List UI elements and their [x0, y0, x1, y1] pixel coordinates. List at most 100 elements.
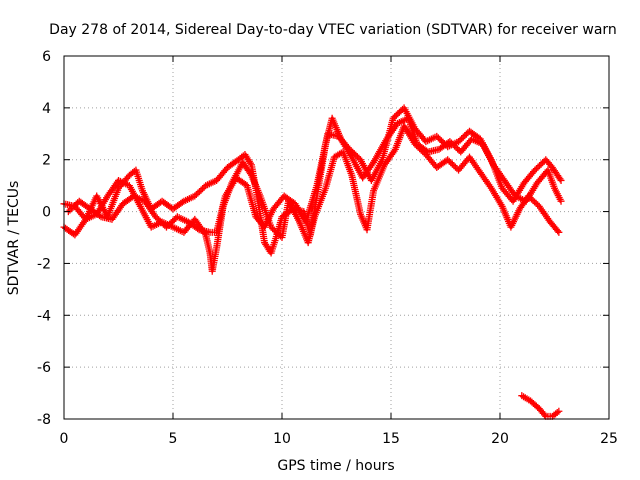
trace-mark — [166, 203, 174, 211]
trace-mark — [540, 411, 548, 419]
y-tick-label: 6 — [42, 49, 51, 65]
trace-mark — [546, 160, 554, 168]
trace-mark — [106, 215, 114, 223]
y-tick-label: -2 — [37, 256, 51, 272]
trace-mark — [138, 185, 146, 193]
trace-mark — [251, 211, 259, 219]
trace-mark — [127, 194, 135, 202]
y-tick-label: -4 — [37, 308, 51, 324]
trace-mark — [486, 154, 494, 162]
trace-mark — [114, 186, 122, 194]
trace-mark — [178, 227, 186, 235]
x-axis-label: GPS time / hours — [277, 458, 394, 474]
trace-mark — [103, 194, 111, 202]
trace-mark — [258, 220, 266, 228]
trace-mark — [347, 169, 355, 177]
trace-mark — [553, 409, 561, 417]
trace-mark — [454, 145, 462, 153]
trace-mark — [288, 198, 296, 206]
trace-mark — [312, 184, 320, 192]
trace-mark — [135, 201, 143, 208]
trace-mark — [221, 194, 229, 202]
trace-mark — [541, 169, 549, 177]
trace-mark — [433, 146, 441, 154]
trace-mark — [96, 212, 104, 220]
trace-mark — [369, 189, 377, 197]
trace-mark — [245, 168, 253, 176]
trace-mark — [368, 160, 376, 168]
grid — [64, 56, 609, 419]
trace-mark — [199, 185, 207, 193]
x-tick-label: 5 — [169, 431, 178, 447]
trace-mark — [390, 147, 398, 155]
trace-mark — [556, 175, 564, 183]
trace-mark — [441, 158, 449, 166]
trace-mark — [473, 133, 481, 141]
trace-mark — [430, 160, 438, 168]
trace-mark — [294, 216, 302, 224]
trace-mark — [321, 186, 329, 194]
axis-ticks: 0 5 10 15 20 25 -8 -6 -4 -2 0 2 4 6 — [37, 49, 618, 447]
y-tick-label: -8 — [37, 412, 51, 428]
trace-mark — [497, 182, 505, 190]
trace-mark — [389, 116, 397, 124]
trace-mark — [238, 153, 246, 161]
trace-mark — [177, 199, 185, 207]
x-tick-label: 10 — [273, 431, 291, 447]
trace-mark — [310, 215, 318, 223]
trace-mark — [72, 200, 80, 208]
y-tick-label: -6 — [37, 360, 51, 376]
trace-mark — [555, 173, 563, 181]
trace-mark — [240, 179, 248, 187]
trace-mark — [532, 199, 540, 207]
x-tick-label: 0 — [60, 431, 69, 447]
trace-mark — [441, 140, 449, 148]
trace-mark — [462, 130, 470, 138]
trace-mark — [419, 134, 427, 142]
trace-mark — [246, 170, 254, 178]
y-axis-label: SDTVAR / TECUs — [6, 181, 22, 296]
y-tick-label: 2 — [42, 153, 51, 169]
x-tick-label: 20 — [491, 431, 509, 447]
trace-mark — [528, 169, 536, 177]
x-tick-label: 25 — [600, 431, 618, 447]
trace-mark — [556, 195, 564, 203]
trace-mark — [255, 190, 263, 198]
trace-mark — [465, 138, 473, 146]
trace-mark — [377, 158, 385, 166]
trace-mark — [486, 183, 494, 191]
trace-mark — [397, 107, 405, 115]
trace-mark — [277, 195, 285, 203]
trace-mark — [451, 163, 459, 171]
trace-mark — [356, 208, 364, 216]
trace-mark — [221, 167, 229, 175]
trace-mark — [123, 175, 131, 183]
trace-mark — [497, 201, 505, 209]
trace-mark — [552, 410, 560, 418]
trace-mark — [410, 123, 418, 131]
x-tick-label: 15 — [382, 431, 400, 447]
trace-mark — [550, 182, 558, 190]
trace-mark — [212, 246, 220, 254]
trace-mark — [231, 158, 239, 166]
trace-mark — [532, 402, 540, 410]
chart-title: Day 278 of 2014, Sidereal Day-to-day VTE… — [49, 22, 617, 38]
y-tick-label: 0 — [42, 205, 51, 221]
trace-mark — [155, 199, 163, 207]
trace-mark — [539, 409, 547, 417]
trace-mark — [554, 227, 562, 235]
trace-mark — [552, 225, 560, 233]
trace-mark — [94, 211, 102, 219]
trace-mark — [246, 159, 254, 167]
trace-mark — [194, 225, 202, 233]
y-tick-label: 4 — [42, 101, 51, 117]
trace-mark — [192, 223, 200, 231]
trace-mark — [170, 216, 178, 224]
data-marks — [60, 104, 565, 420]
trace-mark — [275, 231, 283, 239]
trace-mark — [419, 148, 427, 156]
trace-mark — [159, 220, 167, 228]
trace-mark — [343, 142, 351, 150]
trace-mark — [260, 237, 268, 245]
